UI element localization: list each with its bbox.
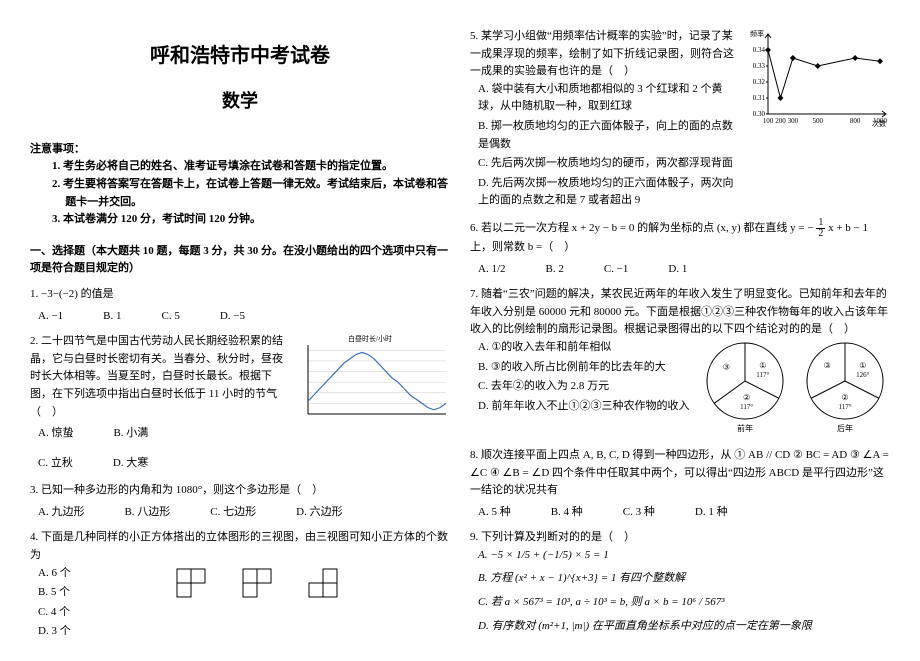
q1-opt-d: D. −5 bbox=[220, 308, 245, 326]
q2-opt-b: B. 小满 bbox=[113, 425, 148, 443]
q7-opt-d: D. 前年年收入不止①②③三种农作物的收入 bbox=[478, 398, 694, 416]
q4-opt-c: C. 4 个 bbox=[38, 604, 71, 622]
q9-stem: 9. 下列计算及判断对的的是（ ） bbox=[470, 529, 890, 547]
q8-stem: 8. 顺次连接平面上四点 A, B, C, D 得到一种四边形，从 ① AB /… bbox=[470, 447, 890, 500]
q3-opt-c: C. 七边形 bbox=[210, 504, 256, 522]
q6-opt-b: B. 2 bbox=[546, 261, 564, 279]
q5-stem: 5. 某学习小组做“用频率估计概率的实验”时，记录了某一成果浮现的频率，绘制了如… bbox=[470, 28, 734, 81]
q7-pie-charts: ①117°②117°③前年 ①126°②117°③后年 bbox=[700, 339, 890, 439]
q3-opt-b: B. 八边形 bbox=[124, 504, 170, 522]
q9-opt-a: A. −5 × 1/5 + (−1/5) × 5 = 1 bbox=[478, 547, 890, 565]
question-2: 2. 二十四节气是中国古代劳动人民长期经验积累的结晶，它与白昼时长密切有关。当春… bbox=[30, 333, 450, 474]
q4-opt-a: A. 6 个 bbox=[38, 565, 71, 583]
svg-text:①: ① bbox=[759, 361, 766, 370]
svg-text:500: 500 bbox=[813, 117, 824, 125]
q5-chart: 频率0.300.310.320.330.34100200300500800100… bbox=[740, 28, 890, 135]
question-6: 6. 若以二元一次方程 x + 2y − b = 0 的解为坐标的点 (x, y… bbox=[470, 218, 890, 278]
svg-text:0.31: 0.31 bbox=[753, 94, 766, 102]
q8-opt-d: D. 1 种 bbox=[695, 504, 728, 522]
svg-text:次数: 次数 bbox=[872, 119, 886, 128]
svg-text:②: ② bbox=[743, 393, 750, 402]
svg-text:0.33: 0.33 bbox=[753, 62, 766, 70]
svg-text:0.32: 0.32 bbox=[753, 78, 766, 86]
svg-text:0.34: 0.34 bbox=[753, 46, 766, 54]
notice-item: 3. 本试卷满分 120 分，考试时间 120 分钟。 bbox=[52, 211, 450, 229]
q1-stem: 1. −3−(−2) 的值是 bbox=[30, 286, 450, 304]
svg-text:③: ③ bbox=[723, 362, 730, 371]
q4-opt-d: D. 3 个 bbox=[38, 623, 71, 641]
svg-text:频率: 频率 bbox=[750, 29, 764, 38]
q6-opt-c: C. −1 bbox=[604, 261, 629, 279]
svg-text:300: 300 bbox=[788, 117, 799, 125]
q5-opt-c: C. 先后两次掷一枚质地均匀的硬币，两次都浮现背面 bbox=[478, 155, 734, 173]
q2-opt-d: D. 大寒 bbox=[113, 455, 148, 473]
svg-text:白昼时长/小时: 白昼时长/小时 bbox=[348, 334, 392, 343]
q3-opt-d: D. 六边形 bbox=[296, 504, 342, 522]
q2-opt-a: A. 惊蛰 bbox=[38, 425, 73, 443]
q2-stem: 2. 二十四节气是中国古代劳动人民长期经验积累的结晶，它与白昼时长密切有关。当春… bbox=[30, 333, 284, 421]
q1-opt-b: B. 1 bbox=[103, 308, 121, 326]
svg-text:117°: 117° bbox=[838, 403, 851, 411]
q7-opt-b: B. ③的收入所占比例前年的比去年的大 bbox=[478, 359, 694, 377]
q4-opt-b: B. 5 个 bbox=[38, 584, 71, 602]
q9-opt-d: D. 有序数对 (m²+1, |m|) 在平面直角坐标系中对应的点一定在第一象限 bbox=[478, 618, 890, 636]
svg-text:117°: 117° bbox=[740, 403, 753, 411]
q3-stem: 3. 已知一种多边形的内角和为 1080°，则这个多边形是（ ） bbox=[30, 482, 450, 500]
q7-stem: 7. 随着“三农”问题的解决，某农民近两年的年收入发生了明显变化。已知前年和去年… bbox=[470, 286, 890, 339]
svg-text:126°: 126° bbox=[856, 371, 870, 379]
q6-opt-a: A. 1/2 bbox=[478, 261, 506, 279]
notice-heading: 注意事项： bbox=[30, 141, 450, 159]
svg-text:200: 200 bbox=[775, 117, 786, 125]
svg-text:①: ① bbox=[859, 361, 866, 370]
q8-opt-b: B. 4 种 bbox=[551, 504, 583, 522]
q5-opt-a: A. 袋中装有大小和质地都相似的 3 个红球和 2 个黄球，从中随机取一种，取到… bbox=[478, 81, 734, 116]
q7-opt-c: C. 去年②的收入为 2.8 万元 bbox=[478, 378, 694, 396]
exam-city-title: 呼和浩特市中考试卷 bbox=[30, 40, 450, 72]
svg-text:117°: 117° bbox=[756, 371, 769, 379]
question-3: 3. 已知一种多边形的内角和为 1080°，则这个多边形是（ ） A. 九边形 … bbox=[30, 482, 450, 521]
notice-item: 1. 考生务必将自己的姓名、准考证号填涂在试卷和答题卡的指定位置。 bbox=[52, 158, 450, 176]
q3-opt-a: A. 九边形 bbox=[38, 504, 84, 522]
question-1: 1. −3−(−2) 的值是 A. −1 B. 1 C. 5 D. −5 bbox=[30, 286, 450, 325]
q9-opt-b: B. 方程 (x² + x − 1)^{x+3} = 1 有四个整数解 bbox=[478, 570, 890, 588]
svg-text:100: 100 bbox=[763, 117, 774, 125]
svg-text:②: ② bbox=[841, 393, 848, 402]
q4-three-views bbox=[77, 565, 450, 613]
q6-stem-before: 6. 若以二元一次方程 x + 2y − b = 0 的解为坐标的点 (x, y… bbox=[470, 222, 814, 234]
svg-text:③: ③ bbox=[824, 361, 831, 370]
svg-text:后年: 后年 bbox=[837, 423, 853, 433]
q6-opt-d: D. 1 bbox=[668, 261, 687, 279]
q2-chart: 白昼时长/小时 bbox=[290, 333, 450, 435]
q7-opt-a: A. ①的收入去年和前年相似 bbox=[478, 339, 694, 357]
q8-opt-a: A. 5 种 bbox=[478, 504, 511, 522]
question-8: 8. 顺次连接平面上四点 A, B, C, D 得到一种四边形，从 ① AB /… bbox=[470, 447, 890, 521]
svg-text:800: 800 bbox=[850, 117, 861, 125]
section-1-heading: 一、选择题（本大题共 10 题，每题 3 分，共 30 分。在没小题给出的四个选… bbox=[30, 243, 450, 278]
question-9: 9. 下列计算及判断对的的是（ ） A. −5 × 1/5 + (−1/5) ×… bbox=[470, 529, 890, 635]
q6-frac-bot: 2 bbox=[816, 229, 825, 239]
q2-opt-c: C. 立秋 bbox=[38, 455, 73, 473]
q5-opt-b: B. 掷一枚质地均匀的正六面体骰子，向上的面的点数是偶数 bbox=[478, 118, 734, 153]
question-7: 7. 随着“三农”问题的解决，某农民近两年的年收入发生了明显变化。已知前年和去年… bbox=[470, 286, 890, 439]
question-4: 4. 下面是几种同样的小正方体搭出的立体图形的三视图，由三视图可知小正方体的个数… bbox=[30, 529, 450, 641]
q4-stem: 4. 下面是几种同样的小正方体搭出的立体图形的三视图，由三视图可知小正方体的个数… bbox=[30, 529, 450, 564]
q9-opt-c: C. 若 a × 567³ = 10³, a ÷ 10³ = b, 则 a × … bbox=[478, 594, 890, 612]
q1-opt-a: A. −1 bbox=[38, 308, 63, 326]
exam-subject: 数学 bbox=[30, 87, 450, 116]
left-column: 呼和浩特市中考试卷 数学 注意事项： 1. 考生务必将自己的姓名、准考证号填涂在… bbox=[30, 20, 450, 641]
notice-item: 2. 考生要将答案写在答题卡上，在试卷上答题一律无效。考试结束后，本试卷和答题卡… bbox=[52, 176, 450, 211]
q8-opt-c: C. 3 种 bbox=[623, 504, 655, 522]
svg-text:前年: 前年 bbox=[737, 423, 753, 433]
right-column: 5. 某学习小组做“用频率估计概率的实验”时，记录了某一成果浮现的频率，绘制了如… bbox=[470, 20, 890, 641]
q5-opt-d: D. 先后两次掷一枚质地均匀的正六面体骰子，两次向上的面的点数之和是 7 或者超… bbox=[478, 175, 734, 210]
q1-opt-c: C. 5 bbox=[162, 308, 180, 326]
question-5: 5. 某学习小组做“用频率估计概率的实验”时，记录了某一成果浮现的频率，绘制了如… bbox=[470, 28, 890, 210]
